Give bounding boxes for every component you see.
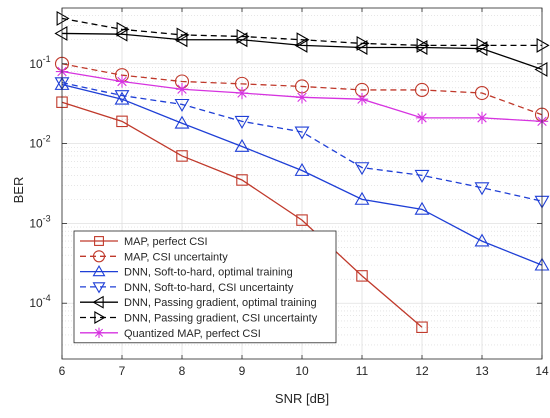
data-point (414, 82, 430, 98)
data-point (115, 75, 129, 88)
legend-marker (92, 282, 106, 294)
x-tick-label: 6 (59, 364, 66, 378)
series-line (61, 63, 543, 116)
y-tick-label: 10-1 (29, 54, 50, 71)
series-6 (56, 10, 550, 53)
x-tick-label: 12 (415, 364, 429, 378)
x-tick-label: 7 (119, 364, 126, 378)
legend-label: DNN, Soft-to-hard, optimal training (124, 267, 293, 279)
data-point (114, 26, 128, 42)
data-point (474, 233, 490, 247)
legend-marker (93, 327, 105, 339)
data-point (176, 150, 188, 162)
data-point (294, 162, 310, 176)
series-line (61, 32, 543, 71)
legend-marker (92, 264, 106, 277)
series-5 (54, 25, 548, 77)
data-point (234, 115, 250, 129)
series-line (61, 101, 423, 328)
data-point (354, 191, 370, 205)
legend-entry-2: MAP, CSI uncertainty (80, 250, 228, 263)
x-tick-label: 13 (475, 364, 489, 378)
x-tick-label: 9 (239, 364, 246, 378)
series-group (54, 10, 550, 333)
data-point (414, 40, 428, 55)
y-axis-title: BER (11, 177, 26, 204)
legend-marker (92, 295, 104, 309)
legend-box (73, 230, 337, 344)
series-2 (54, 56, 550, 122)
legend-entry-5: DNN, Passing gradient, optimal training (80, 295, 317, 309)
legend-entry-7: Quantized MAP, perfect CSI (80, 327, 261, 340)
legend-entry-4: DNN, Soft-to-hard, CSI uncertainty (80, 282, 294, 294)
data-point (174, 115, 190, 129)
x-axis-title: SNR [dB] (275, 391, 329, 406)
legend-marker (92, 250, 106, 263)
data-point (294, 126, 310, 140)
data-point (475, 111, 489, 125)
data-point (174, 32, 188, 48)
data-point (355, 93, 369, 106)
data-point (474, 182, 490, 196)
data-point (414, 201, 430, 215)
data-point (56, 10, 70, 26)
legend-label: Quantized MAP, perfect CSI (124, 328, 261, 340)
data-point (114, 90, 130, 104)
legend-entry-3: DNN, Soft-to-hard, optimal training (80, 264, 293, 279)
series-line (61, 83, 543, 266)
data-point (356, 35, 370, 51)
data-point (415, 111, 429, 125)
x-tick-label: 11 (356, 364, 369, 378)
y-tick-label: 10-4 (29, 293, 50, 310)
x-tick-label: 10 (295, 364, 309, 378)
data-point (296, 214, 308, 226)
y-tick-label: 10-2 (29, 134, 50, 151)
data-point (116, 115, 128, 128)
legend-label: DNN, Passing gradient, CSI uncertainty (124, 313, 318, 325)
data-point (416, 321, 428, 333)
legend-entry-6: DNN, Passing gradient, CSI uncertainty (80, 311, 318, 325)
data-point (54, 25, 68, 41)
data-point (414, 169, 430, 183)
data-point (354, 162, 370, 176)
data-point (114, 91, 130, 105)
data-point (236, 174, 248, 186)
data-point (234, 138, 250, 152)
series-line (61, 17, 542, 47)
data-point (236, 29, 250, 44)
data-point (356, 270, 368, 282)
tick-labels: 6 7 8 9 10 11 12 13 14 10-4 10-3 10-2 10-1 (29, 8, 549, 378)
data-point (536, 37, 550, 53)
data-point (354, 40, 368, 55)
y-tick-label: 10-3 (29, 213, 50, 230)
data-point (175, 83, 189, 96)
data-point (294, 37, 308, 53)
data-point (416, 37, 430, 53)
data-point (474, 85, 490, 101)
legend-label: MAP, CSI uncertainty (124, 251, 228, 263)
series-line (61, 82, 543, 202)
data-point (534, 61, 548, 77)
legend-entry-1: MAP, perfect CSI (80, 236, 208, 248)
data-point (296, 32, 310, 48)
legend-marker (94, 236, 104, 246)
data-point (116, 21, 130, 37)
data-point (235, 86, 249, 100)
x-tick-label: 14 (535, 364, 549, 378)
x-tick-label: 8 (179, 364, 186, 378)
legend-label: MAP, perfect CSI (124, 236, 208, 248)
data-point (176, 27, 190, 43)
legend-label: DNN, Soft-to-hard, CSI uncertainty (124, 282, 294, 294)
data-point (295, 91, 309, 104)
legend: MAP, perfect CSI MAP, CSI uncertainty DNN,… (73, 230, 337, 344)
data-point (174, 98, 190, 112)
legend-label: DNN, Passing gradient, optimal training (124, 297, 317, 309)
legend-marker (94, 311, 106, 324)
data-point (476, 37, 490, 53)
